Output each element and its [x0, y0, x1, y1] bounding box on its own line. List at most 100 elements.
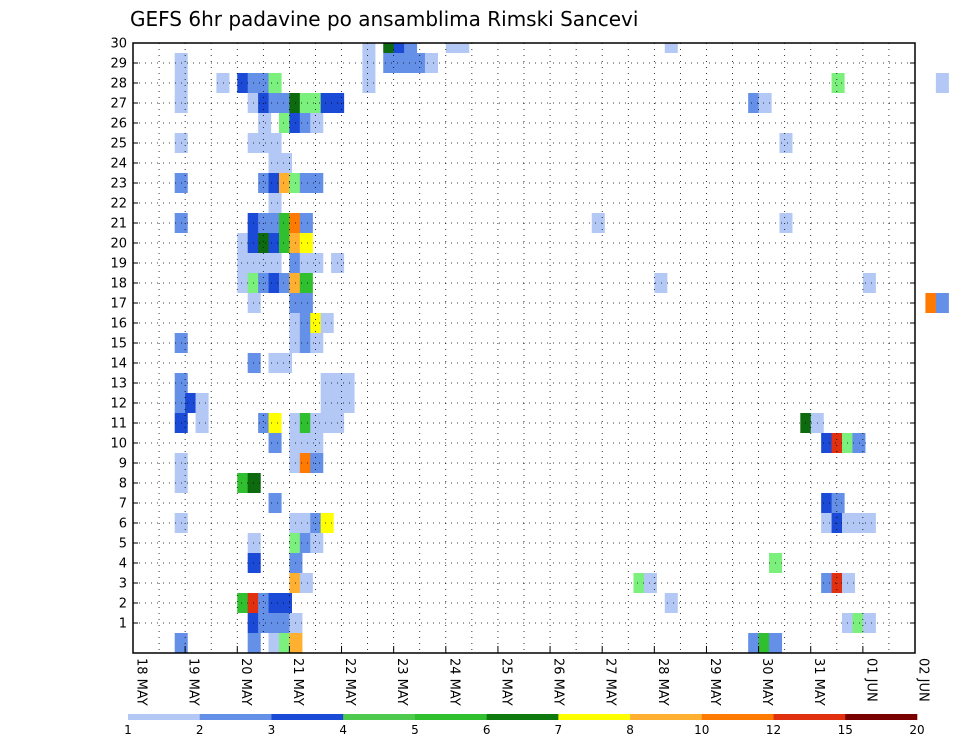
- heatmap-cell: [258, 173, 272, 193]
- heatmap-cell: [185, 393, 199, 413]
- heatmap-cell: [320, 393, 334, 413]
- heatmap-cell: [320, 93, 334, 113]
- heatmap-cell: [299, 513, 313, 533]
- heatmap-cell: [247, 593, 261, 613]
- y-tick-label: 15: [110, 337, 127, 352]
- heatmap-cell: [278, 113, 293, 133]
- colorbar-segment: [414, 714, 487, 720]
- heatmap-cell: [268, 273, 282, 293]
- heatmap-cell: [831, 513, 845, 533]
- heatmap-cell: [237, 593, 251, 613]
- x-tick-label: 26 MAY: [551, 658, 566, 706]
- heatmap-cell: [299, 273, 313, 293]
- y-tick-label: 11: [110, 417, 127, 432]
- heatmap-cell: [278, 353, 293, 373]
- heatmap-cell: [258, 93, 272, 113]
- y-tick-label: 17: [110, 297, 127, 312]
- heatmap-cells: [174, 43, 949, 653]
- heatmap-cell: [310, 453, 324, 473]
- colorbar-label: 3: [268, 723, 276, 737]
- heatmap-cell: [258, 613, 272, 633]
- y-tick-label: 26: [110, 117, 127, 132]
- colorbar-label: 8: [626, 723, 634, 737]
- x-tick-label: 23 MAY: [394, 658, 409, 706]
- colorbar-segment: [199, 714, 272, 720]
- heatmap-cell: [852, 433, 866, 453]
- heatmap-cell: [278, 93, 293, 113]
- heatmap-cell: [320, 373, 334, 393]
- heatmap-cell: [278, 593, 293, 613]
- heatmap-cell: [268, 93, 282, 113]
- y-tick-label: 18: [110, 277, 127, 292]
- heatmap-cell: [278, 173, 293, 193]
- heatmap-cell: [216, 73, 230, 93]
- heatmap-cell: [800, 413, 814, 433]
- heatmap-cell: [268, 433, 282, 453]
- x-tick-label: 20 MAY: [238, 658, 253, 706]
- heatmap-cell: [299, 233, 313, 253]
- heatmap-cell: [383, 53, 397, 73]
- heatmap-cell: [247, 293, 261, 313]
- heatmap-cell: [320, 413, 334, 433]
- heatmap-cell: [310, 513, 324, 533]
- heatmap-cell: [299, 113, 313, 133]
- colorbar-label: 12: [766, 723, 781, 737]
- chart-title: GEFS 6hr padavine po ansamblima Rimski S…: [130, 7, 638, 31]
- heatmap-cell: [258, 233, 272, 253]
- y-tick-label: 27: [110, 97, 127, 112]
- colorbar-segment: [845, 714, 918, 720]
- heatmap-cell: [268, 613, 282, 633]
- heatmap-cell: [247, 133, 261, 153]
- heatmap-cell: [195, 393, 209, 413]
- heatmap-cell: [247, 473, 261, 493]
- colorbar-segment: [701, 714, 774, 720]
- y-tick-label: 19: [110, 257, 127, 272]
- heatmap-cell: [852, 613, 866, 633]
- heatmap-cell: [258, 73, 272, 93]
- heatmap-cell: [456, 43, 470, 53]
- heatmap-cell: [310, 333, 324, 353]
- colorbar-segment: [630, 714, 703, 720]
- plot-frame: [132, 42, 916, 654]
- heatmap-cell: [341, 393, 355, 413]
- heatmap-cell: [268, 353, 282, 373]
- heatmap-cell: [852, 513, 866, 533]
- heatmap-cell: [268, 133, 282, 153]
- heatmap-cell: [268, 73, 282, 93]
- heatmap-cell: [310, 533, 324, 553]
- heatmap-cell: [247, 213, 261, 233]
- x-tick-label: 21 MAY: [290, 658, 305, 706]
- heatmap-cell: [278, 633, 293, 653]
- heatmap-cell: [842, 513, 856, 533]
- heatmap-cell: [278, 233, 293, 253]
- x-tick-label: 18 MAY: [134, 658, 149, 706]
- heatmap-cell: [258, 593, 272, 613]
- colorbar-legend: 1 2 3 4 5 6 7 8 10 12 15 20: [124, 714, 925, 737]
- heatmap-cell: [247, 273, 261, 293]
- y-tick-label: 9: [119, 457, 127, 472]
- colorbar-label: 6: [483, 723, 491, 737]
- y-axis-ticks: 1234567891011121314151617181920212223242…: [110, 37, 915, 632]
- heatmap-cell: [842, 613, 856, 633]
- heatmap-cell: [247, 93, 261, 113]
- heatmap-cell: [258, 213, 272, 233]
- heatmap-cell: [195, 413, 209, 433]
- y-tick-label: 12: [110, 397, 127, 412]
- y-tick-label: 20: [110, 237, 127, 252]
- heatmap-cell: [247, 353, 261, 373]
- heatmap-cell: [935, 73, 949, 93]
- x-tick-label: 28 MAY: [655, 658, 670, 706]
- heatmap-cell: [748, 93, 762, 113]
- colorbar-segment: [486, 714, 559, 720]
- heatmap-cell: [862, 613, 876, 633]
- heatmap-cell: [299, 533, 313, 553]
- heatmap-cell: [821, 433, 835, 453]
- y-tick-label: 2: [119, 597, 127, 612]
- x-axis-ticks: 18 MAY 19 MAY 20 MAY 21 MAY 22 MAY 23 MAY 24 M…: [132, 646, 931, 706]
- heatmap-cell: [268, 253, 282, 273]
- heatmap-cell: [247, 553, 261, 573]
- y-tick-label: 28: [110, 77, 127, 92]
- heatmap-cell: [268, 213, 282, 233]
- heatmap-cell: [237, 473, 251, 493]
